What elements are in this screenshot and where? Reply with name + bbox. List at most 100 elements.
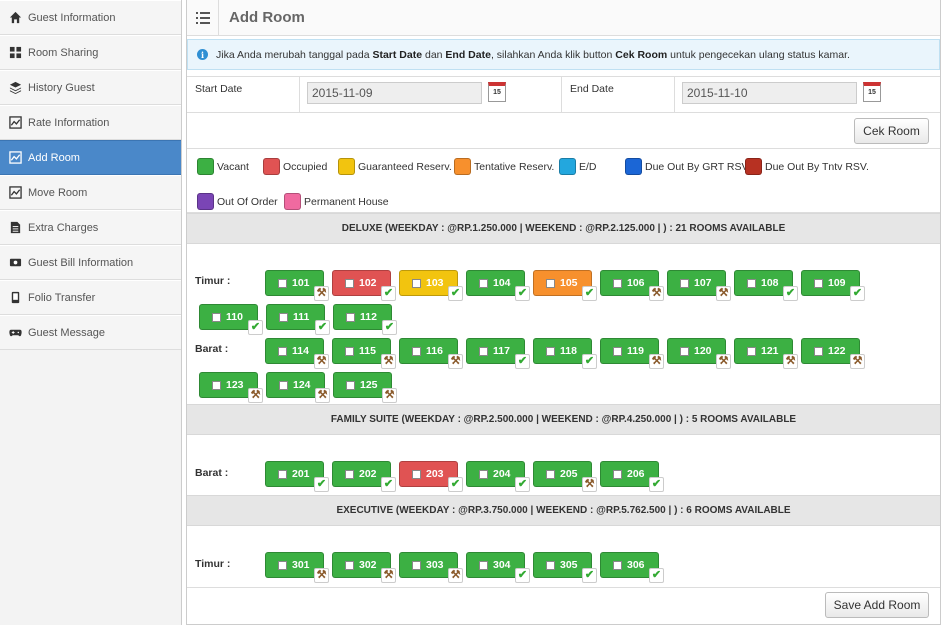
room-button-117[interactable]: 117 ✔ [466, 338, 530, 369]
sidebar-item-guest-message[interactable]: Guest Message [0, 315, 181, 350]
room-button-123[interactable]: 123 ⚒ [199, 372, 263, 403]
room-button-111[interactable]: 111 ✔ [266, 304, 330, 335]
room-button-202[interactable]: 202 ✔ [332, 461, 396, 492]
end-date-input[interactable] [682, 82, 857, 104]
room-button-122[interactable]: 122 ⚒ [801, 338, 865, 369]
room-button-102[interactable]: 102 ✔ [332, 270, 396, 301]
room-checkbox[interactable] [278, 279, 287, 288]
room-checkbox[interactable] [278, 470, 287, 479]
save-add-room-button[interactable]: Save Add Room [825, 592, 929, 618]
room-button-125[interactable]: 125 ⚒ [333, 372, 397, 403]
room-checkbox[interactable] [212, 381, 221, 390]
room-checkbox[interactable] [546, 561, 555, 570]
room-button-106[interactable]: 106 ⚒ [600, 270, 664, 301]
room-button-116[interactable]: 116 ⚒ [399, 338, 463, 369]
room-button-201[interactable]: 201 ✔ [265, 461, 329, 492]
room-button-303[interactable]: 303 ⚒ [399, 552, 463, 583]
room-checkbox[interactable] [278, 347, 287, 356]
room-button-121[interactable]: 121 ⚒ [734, 338, 798, 369]
room-checkbox[interactable] [613, 347, 622, 356]
room-number: 122 [828, 345, 846, 357]
sidebar-item-rate-information[interactable]: Rate Information [0, 105, 181, 140]
room-checkbox[interactable] [546, 347, 555, 356]
room-button-205[interactable]: 205 ⚒ [533, 461, 597, 492]
room-number: 301 [292, 559, 310, 571]
room-checkbox[interactable] [747, 347, 756, 356]
sidebar-item-guest-information[interactable]: Guest Information [0, 0, 181, 35]
start-date-input[interactable] [307, 82, 482, 104]
room-button-104[interactable]: 104 ✔ [466, 270, 530, 301]
sidebar-item-label: Extra Charges [28, 221, 99, 234]
legend-label: Vacant [217, 160, 249, 173]
room-button-304[interactable]: 304 ✔ [466, 552, 530, 583]
room-button-114[interactable]: 114 ⚒ [265, 338, 329, 369]
room-checkbox[interactable] [279, 381, 288, 390]
calendar-icon[interactable]: 15 [863, 82, 881, 102]
sidebar-item-room-sharing[interactable]: Room Sharing [0, 35, 181, 70]
room-checkbox[interactable] [345, 347, 354, 356]
room-checkbox[interactable] [814, 279, 823, 288]
room-button-107[interactable]: 107 ⚒ [667, 270, 731, 301]
room-checkbox[interactable] [680, 347, 689, 356]
room-button-305[interactable]: 305 ✔ [533, 552, 597, 583]
room-button-120[interactable]: 120 ⚒ [667, 338, 731, 369]
room-checkbox[interactable] [613, 561, 622, 570]
room-checkbox[interactable] [546, 279, 555, 288]
room-button-108[interactable]: 108 ✔ [734, 270, 798, 301]
room-button-206[interactable]: 206 ✔ [600, 461, 664, 492]
room-button-203[interactable]: 203 ✔ [399, 461, 463, 492]
clean-check-icon: ✔ [582, 568, 597, 583]
room-button-112[interactable]: 112 ✔ [333, 304, 397, 335]
room-checkbox[interactable] [479, 470, 488, 479]
room-button-101[interactable]: 101 ⚒ [265, 270, 329, 301]
room-button-124[interactable]: 124 ⚒ [266, 372, 330, 403]
main-panel: Add Room i Jika Anda merubah tanggal pad… [186, 0, 941, 625]
sidebar-item-history-guest[interactable]: History Guest [0, 70, 181, 105]
end-date-label: End Date [562, 77, 675, 112]
room-checkbox[interactable] [412, 347, 421, 356]
sidebar-item-guest-bill-information[interactable]: Guest Bill Information [0, 245, 181, 280]
room-button-301[interactable]: 301 ⚒ [265, 552, 329, 583]
room-button-105[interactable]: 105 ✔ [533, 270, 597, 301]
sidebar-item-extra-charges[interactable]: Extra Charges [0, 210, 181, 245]
room-checkbox[interactable] [613, 279, 622, 288]
cek-room-button[interactable]: Cek Room [854, 118, 929, 144]
legend-item: Tentative Reserv. [454, 158, 554, 175]
room-checkbox[interactable] [345, 470, 354, 479]
room-checkbox[interactable] [345, 279, 354, 288]
room-button-306[interactable]: 306 ✔ [600, 552, 664, 583]
room-button-302[interactable]: 302 ⚒ [332, 552, 396, 583]
room-checkbox[interactable] [680, 279, 689, 288]
room-button-118[interactable]: 118 ✔ [533, 338, 597, 369]
list-menu-icon[interactable] [187, 0, 219, 36]
room-checkbox[interactable] [747, 279, 756, 288]
sidebar-item-folio-transfer[interactable]: Folio Transfer [0, 280, 181, 315]
room-button-109[interactable]: 109 ✔ [801, 270, 865, 301]
room-checkbox[interactable] [479, 279, 488, 288]
sidebar-item-move-room[interactable]: Move Room [0, 175, 181, 210]
room-checkbox[interactable] [546, 470, 555, 479]
room-checkbox[interactable] [346, 313, 355, 322]
room-checkbox[interactable] [346, 381, 355, 390]
room-checkbox[interactable] [479, 347, 488, 356]
room-checkbox[interactable] [412, 470, 421, 479]
calendar-icon[interactable]: 15 [488, 82, 506, 102]
room-checkbox[interactable] [279, 313, 288, 322]
room-button-115[interactable]: 115 ⚒ [332, 338, 396, 369]
sidebar-item-label: Guest Message [28, 326, 106, 339]
room-button-119[interactable]: 119 ⚒ [600, 338, 664, 369]
room-number: 303 [426, 559, 444, 571]
room-checkbox[interactable] [412, 279, 421, 288]
room-button-110[interactable]: 110 ✔ [199, 304, 263, 335]
room-checkbox[interactable] [613, 470, 622, 479]
room-checkbox[interactable] [212, 313, 221, 322]
sidebar-item-add-room[interactable]: Add Room [0, 140, 181, 175]
room-checkbox[interactable] [412, 561, 421, 570]
room-button-204[interactable]: 204 ✔ [466, 461, 530, 492]
room-checkbox[interactable] [479, 561, 488, 570]
room-checkbox[interactable] [345, 561, 354, 570]
room-button-103[interactable]: 103 ✔ [399, 270, 463, 301]
room-checkbox[interactable] [278, 561, 287, 570]
phone-icon [8, 291, 22, 305]
room-checkbox[interactable] [814, 347, 823, 356]
